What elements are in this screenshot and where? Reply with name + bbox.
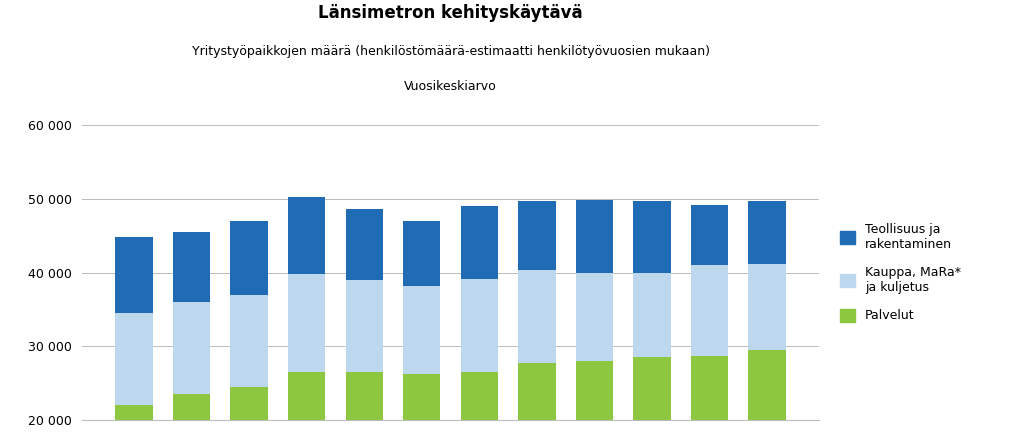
- Bar: [403, 221, 440, 286]
- Bar: [691, 266, 728, 356]
- Text: Länsimetron kehityskäytävä: Länsimetron kehityskäytävä: [318, 4, 583, 22]
- Bar: [288, 197, 326, 274]
- Bar: [749, 264, 785, 350]
- Bar: [461, 278, 498, 372]
- Bar: [230, 295, 268, 387]
- Bar: [173, 232, 210, 302]
- Bar: [288, 274, 326, 372]
- Bar: [288, 372, 326, 447]
- Bar: [518, 201, 556, 270]
- Bar: [345, 372, 383, 447]
- Text: Yritystyöpaikkojen määrä (henkilöstömäärä-estimaatti henkilötyövuosien mukaan): Yritystyöpaikkojen määrä (henkilöstömäär…: [191, 45, 710, 58]
- Bar: [518, 363, 556, 447]
- Bar: [633, 358, 671, 447]
- Bar: [749, 350, 785, 447]
- Text: Vuosikeskiarvo: Vuosikeskiarvo: [404, 80, 497, 93]
- Bar: [575, 273, 613, 361]
- Bar: [116, 237, 153, 313]
- Legend: Teollisuus ja
rakentaminen, Kauppa, MaRa*
ja kuljetus, Palvelut: Teollisuus ja rakentaminen, Kauppa, MaRa…: [841, 223, 962, 322]
- Bar: [633, 273, 671, 358]
- Bar: [461, 372, 498, 447]
- Bar: [116, 405, 153, 447]
- Bar: [230, 387, 268, 447]
- Bar: [691, 356, 728, 447]
- Bar: [691, 205, 728, 266]
- Bar: [173, 302, 210, 394]
- Bar: [749, 201, 785, 264]
- Bar: [403, 286, 440, 375]
- Bar: [633, 201, 671, 273]
- Bar: [575, 361, 613, 447]
- Bar: [230, 221, 268, 295]
- Bar: [575, 200, 613, 273]
- Bar: [518, 270, 556, 363]
- Bar: [461, 207, 498, 278]
- Bar: [345, 208, 383, 280]
- Bar: [173, 394, 210, 447]
- Bar: [403, 375, 440, 447]
- Bar: [116, 313, 153, 405]
- Bar: [345, 280, 383, 372]
